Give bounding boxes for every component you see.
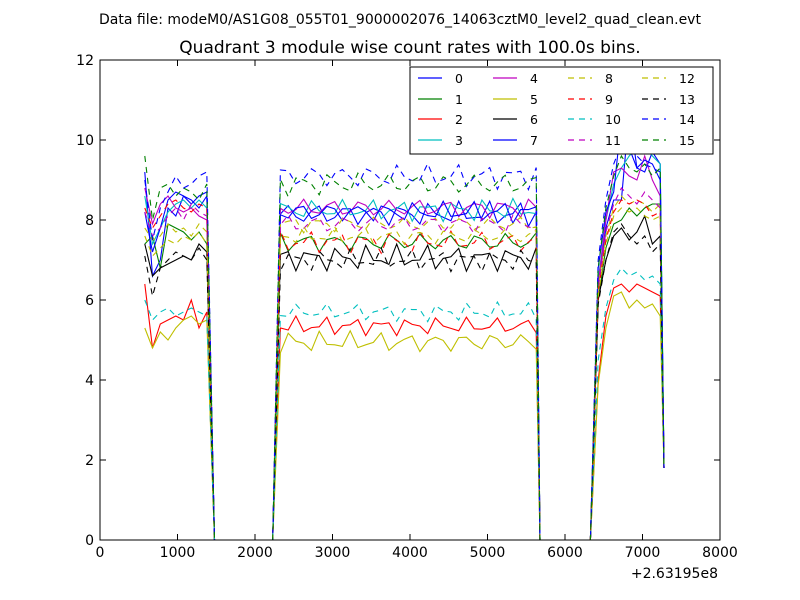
legend-frame — [409, 66, 714, 155]
y-tick-label: 8 — [85, 213, 94, 229]
x-axis-offset-label: +2.63195e8 — [631, 566, 718, 582]
legend-label-7: 7 — [530, 133, 538, 148]
y-tick-label: 0 — [85, 533, 94, 549]
legend-label-9: 9 — [605, 92, 613, 107]
series-line-15 — [144, 154, 665, 540]
y-tick-label: 4 — [85, 373, 94, 389]
figure-suptitle: Data file: modeM0/AS1G08_055T01_90000020… — [99, 12, 701, 28]
y-tick-label: 10 — [76, 133, 94, 149]
series-line-10 — [144, 267, 665, 540]
y-tick-label: 2 — [85, 453, 94, 469]
legend-label-6: 6 — [530, 112, 538, 127]
legend-label-13: 13 — [679, 92, 695, 107]
x-tick-label: 1000 — [160, 545, 196, 561]
legend-label-11: 11 — [605, 133, 621, 148]
series-line-12 — [144, 207, 665, 540]
x-axis-ticks: 0 1000 2000 3000 4000 5000 6000 7000 8000 — [96, 60, 738, 561]
x-tick-label: 0 — [96, 545, 105, 561]
x-tick-label: 8000 — [702, 545, 738, 561]
series-line-13 — [144, 223, 665, 540]
x-tick-label: 4000 — [392, 545, 428, 561]
x-tick-label: 6000 — [547, 545, 583, 561]
x-tick-label: 3000 — [315, 545, 351, 561]
legend-label-10: 10 — [605, 112, 621, 127]
legend-label-4: 4 — [530, 71, 538, 86]
legend-label-15: 15 — [679, 133, 695, 148]
x-tick-label: 7000 — [625, 545, 661, 561]
x-tick-label: 2000 — [237, 545, 273, 561]
chart-title: Quadrant 3 module wise count rates with … — [179, 38, 640, 58]
legend-label-8: 8 — [605, 71, 613, 86]
legend-label-5: 5 — [530, 92, 538, 107]
legend-label-2: 2 — [455, 112, 463, 127]
legend-label-3: 3 — [455, 133, 463, 148]
y-tick-label: 12 — [76, 53, 94, 69]
legend-label-1: 1 — [455, 92, 463, 107]
x-tick-label: 5000 — [470, 545, 506, 561]
series-line-14 — [144, 135, 665, 540]
series-line-5 — [144, 291, 665, 540]
legend-label-12: 12 — [679, 71, 695, 86]
y-tick-label: 6 — [85, 293, 94, 309]
legend-label-14: 14 — [679, 112, 695, 127]
legend-label-0: 0 — [455, 71, 463, 86]
series-layer — [144, 111, 665, 540]
